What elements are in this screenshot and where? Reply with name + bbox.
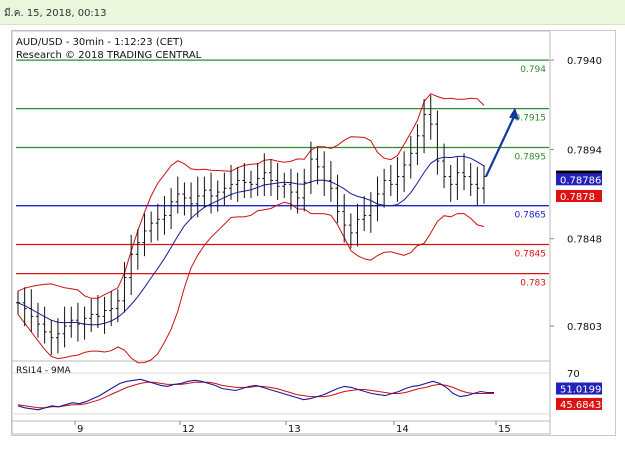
level-label-5: 0.783: [520, 279, 546, 289]
rsi-badge-label-1: 45.6843: [560, 400, 601, 411]
rsi-layer: 70 51.0199 45.6843: [14, 369, 602, 415]
time-axis: [11, 420, 551, 435]
time-tick-label-0: 9: [77, 424, 83, 435]
bollinger-upper: [17, 93, 485, 299]
time-tick-label-2: 13: [288, 424, 301, 435]
rsi-plot-area: [11, 360, 551, 422]
research-credit: Research © 2018 TRADING CENTRAL: [16, 50, 202, 61]
price-badge-label-1: 0.78786: [560, 175, 601, 186]
main-plot-area: [11, 30, 551, 362]
level-label-0: 0.794: [520, 65, 546, 75]
price-badge-2: [556, 190, 602, 202]
level-label-2: 0.7895: [515, 152, 547, 162]
rsi-line: [17, 378, 494, 411]
price-badge-label-2: 0.7878: [560, 192, 595, 203]
forecast-arrow-shaft: [485, 116, 515, 178]
price-tick-label-2: 0.7848: [567, 235, 602, 246]
level-label-3: 0.7865: [515, 211, 547, 221]
symbol-title: AUD/USD - 30min - 1:12:23 (CET): [16, 37, 183, 48]
rsi-badge-1: [556, 397, 602, 410]
price-bars-layer: [16, 95, 486, 356]
price-badge-1: [556, 173, 602, 186]
forecast-arrow-layer: [485, 107, 519, 178]
bollinger-lower: [17, 201, 485, 364]
rsi-badge-label-0: 51.0199: [560, 385, 601, 396]
level-label-4: 0.7845: [515, 250, 547, 260]
rsi-title: RSI14 - 9MA: [16, 366, 72, 376]
forecast-arrow-head: [509, 107, 519, 120]
price-tick-label-1: 0.7894: [567, 145, 602, 156]
time-axis-labels: 9 12 13 14 15: [74, 421, 511, 435]
rsi-ma-line: [17, 381, 494, 409]
time-tick-label-4: 15: [498, 424, 511, 435]
levels-layer: 0.794 0.7915 0.7895 0.7865 0.7845 0.783: [16, 59, 549, 289]
time-tick-label-3: 14: [396, 424, 409, 435]
price-tick-label-0: 0.7940: [567, 56, 602, 67]
level-label-1: 0.7915: [515, 114, 547, 124]
price-tick-label-3: 0.7803: [567, 322, 602, 333]
price-axis: 0.7940 0.7894 0.7848 0.7803: [550, 56, 602, 333]
top-bar: มี.ค. 15, 2018, 00:13: [0, 0, 625, 25]
time-tick-label-1: 12: [182, 424, 195, 435]
timestamp: มี.ค. 15, 2018, 00:13: [4, 8, 107, 19]
rsi-badge-0: [556, 382, 602, 395]
rsi-tick-label-0: 70: [567, 369, 580, 380]
